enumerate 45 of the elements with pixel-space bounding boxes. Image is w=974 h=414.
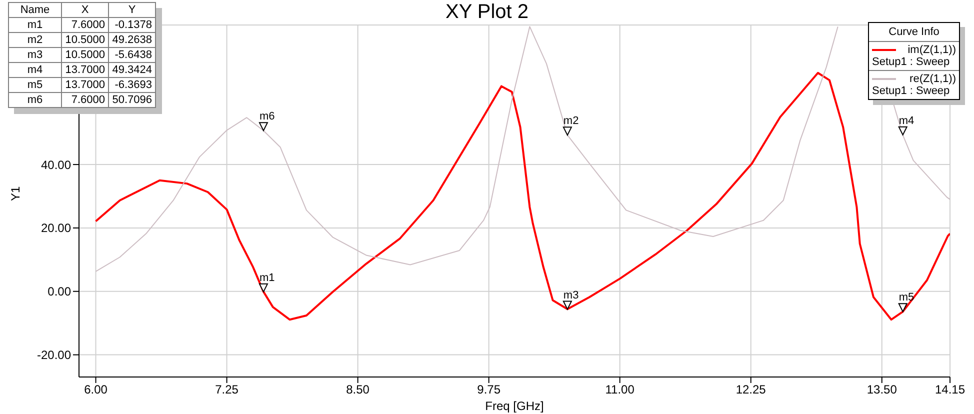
- y-axis-title: Y1: [8, 186, 22, 201]
- annotation: m4: [898, 114, 914, 127]
- annotation: 13.7000: [62, 78, 108, 92]
- annotation: m1: [259, 272, 275, 284]
- x-tick-label: 14.15: [934, 382, 966, 397]
- annotation: 7.6000: [62, 18, 108, 32]
- text: Name: [8, 2, 62, 18]
- annotation: 49.2638: [108, 32, 156, 48]
- legend-label: im(Z(1,1)) Setup1 : Sweep: [872, 44, 956, 68]
- y-tick-label: 40.00: [40, 158, 72, 172]
- x-tick-label: 13.50: [866, 382, 898, 397]
- annotation: m5: [898, 292, 914, 304]
- annotation: 13.7000: [62, 62, 108, 78]
- annotation: m6: [259, 110, 275, 123]
- text: m2: [8, 32, 62, 48]
- annotation: 50.7096: [108, 92, 156, 108]
- annotation: 49.3424: [108, 62, 156, 78]
- text: m5: [8, 78, 62, 92]
- text: m6: [8, 92, 62, 108]
- text: X: [62, 2, 108, 18]
- x-tick-label: 7.25: [215, 382, 239, 397]
- legend-label: re(Z(1,1)) Setup1 : Sweep: [872, 73, 956, 97]
- annotation: 10.5000: [62, 48, 108, 62]
- text: m4: [8, 62, 62, 78]
- text: m1: [8, 18, 62, 32]
- annotation: m2: [563, 115, 579, 128]
- annotation: -0.1378: [108, 18, 156, 32]
- x-axis-title: Freq [GHz]: [485, 399, 544, 413]
- annotation: 7.6000: [62, 92, 108, 108]
- x-tick-label: 11.00: [605, 382, 635, 397]
- text: Y: [108, 2, 156, 18]
- annotation: -5.6438: [108, 48, 156, 62]
- x-tick-label: 9.75: [477, 382, 501, 397]
- x-tick-label: 12.25: [736, 382, 766, 397]
- legend-title: Curve Info: [869, 23, 959, 42]
- annotation: 10.5000: [62, 32, 108, 48]
- x-tick-label: 8.50: [346, 382, 370, 397]
- x-tick-label: 6.00: [84, 382, 108, 397]
- y-tick-label: 0.00: [48, 284, 72, 299]
- y-tick-label: -20.00: [36, 348, 72, 362]
- chart-title: XY Plot 2: [445, 1, 529, 23]
- annotation: m3: [563, 289, 579, 302]
- annotation: -6.3693: [108, 78, 156, 92]
- y-tick-label: 20.00: [40, 221, 72, 236]
- text: m3: [8, 48, 62, 62]
